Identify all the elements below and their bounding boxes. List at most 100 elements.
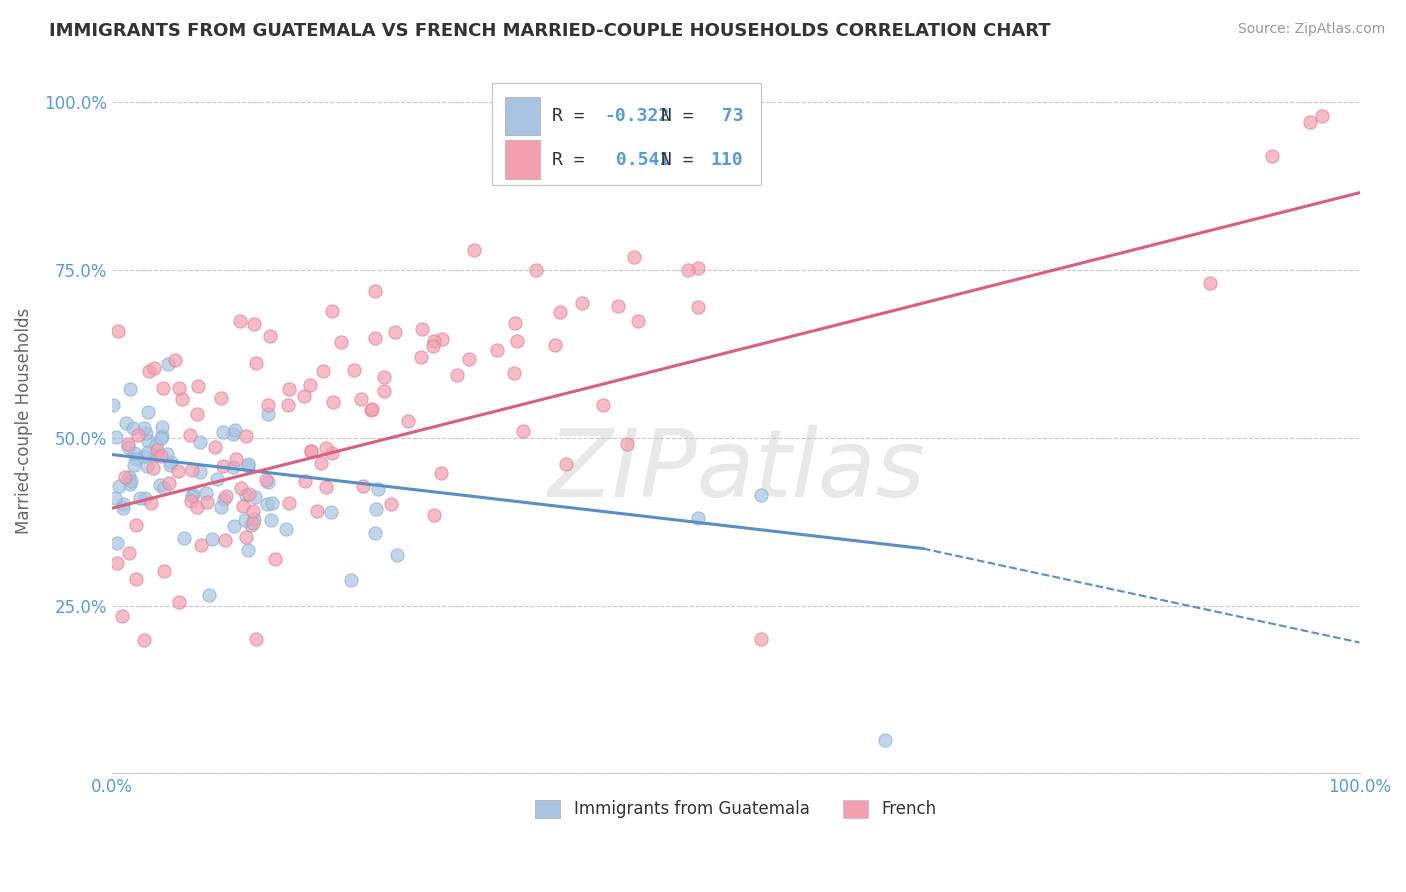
- Point: [150, 450, 173, 464]
- Point: [118, 477, 141, 491]
- Point: [142, 461, 165, 475]
- Point: [299, 443, 322, 458]
- Text: N =: N =: [661, 151, 704, 169]
- Point: [235, 429, 257, 443]
- Point: [127, 428, 149, 442]
- Point: [686, 261, 709, 276]
- Point: [245, 356, 267, 370]
- Point: [373, 384, 395, 398]
- Point: [212, 491, 235, 506]
- Point: [363, 330, 385, 344]
- Point: [350, 392, 373, 406]
- Point: [238, 543, 260, 558]
- Point: [111, 497, 134, 511]
- Text: 0.541: 0.541: [605, 151, 671, 169]
- Point: [224, 519, 246, 533]
- Point: [194, 486, 217, 500]
- Point: [198, 588, 221, 602]
- Point: [181, 463, 204, 477]
- Point: [186, 500, 208, 514]
- Point: [122, 446, 145, 460]
- Point: [524, 262, 547, 277]
- Point: [364, 285, 387, 299]
- Text: R =: R =: [553, 151, 596, 169]
- FancyBboxPatch shape: [505, 96, 540, 136]
- Point: [343, 363, 366, 377]
- Point: [678, 263, 700, 277]
- Point: [749, 488, 772, 502]
- Point: [235, 530, 257, 544]
- Point: [486, 343, 509, 358]
- Point: [256, 407, 278, 421]
- Point: [104, 491, 127, 505]
- Point: [606, 299, 628, 313]
- Point: [108, 479, 131, 493]
- Point: [156, 357, 179, 371]
- Point: [749, 632, 772, 647]
- Point: [214, 533, 236, 547]
- Point: [204, 440, 226, 454]
- Text: Source: ZipAtlas.com: Source: ZipAtlas.com: [1237, 22, 1385, 37]
- Point: [221, 427, 243, 442]
- Point: [463, 243, 485, 257]
- Point: [145, 438, 167, 452]
- Point: [195, 495, 218, 509]
- Point: [186, 407, 208, 421]
- Point: [352, 479, 374, 493]
- Point: [430, 466, 453, 480]
- Point: [330, 334, 353, 349]
- Point: [157, 475, 180, 490]
- Point: [294, 474, 316, 488]
- Point: [201, 532, 224, 546]
- Point: [146, 448, 169, 462]
- Point: [229, 313, 252, 327]
- Text: R =: R =: [553, 107, 596, 126]
- Point: [322, 395, 344, 409]
- Point: [411, 322, 433, 336]
- Point: [138, 444, 160, 458]
- Point: [105, 535, 128, 549]
- Point: [623, 250, 645, 264]
- Point: [225, 451, 247, 466]
- Point: [430, 332, 453, 346]
- Point: [107, 324, 129, 338]
- Point: [257, 475, 280, 490]
- Point: [238, 457, 260, 471]
- Point: [422, 339, 444, 353]
- Point: [315, 441, 337, 455]
- Point: [136, 459, 159, 474]
- Point: [125, 517, 148, 532]
- Point: [231, 500, 253, 514]
- Point: [149, 431, 172, 445]
- Point: [506, 334, 529, 349]
- Point: [129, 491, 152, 505]
- Point: [114, 469, 136, 483]
- Point: [135, 426, 157, 441]
- Point: [256, 398, 278, 412]
- Point: [134, 449, 156, 463]
- Point: [134, 491, 156, 505]
- Point: [360, 402, 382, 417]
- Point: [134, 633, 156, 648]
- Point: [124, 458, 146, 472]
- Point: [409, 350, 432, 364]
- Point: [256, 497, 278, 511]
- Point: [150, 420, 173, 434]
- Point: [686, 300, 709, 314]
- Point: [1198, 277, 1220, 291]
- Point: [259, 329, 281, 343]
- Point: [111, 609, 134, 624]
- Point: [367, 483, 389, 497]
- Point: [167, 595, 190, 609]
- Point: [188, 435, 211, 450]
- Point: [254, 473, 277, 487]
- Point: [221, 460, 243, 475]
- Point: [245, 490, 267, 504]
- Point: [181, 487, 204, 501]
- Point: [180, 489, 202, 503]
- Point: [163, 353, 186, 368]
- Point: [312, 364, 335, 378]
- Point: [188, 465, 211, 479]
- Point: [627, 314, 650, 328]
- Point: [503, 316, 526, 330]
